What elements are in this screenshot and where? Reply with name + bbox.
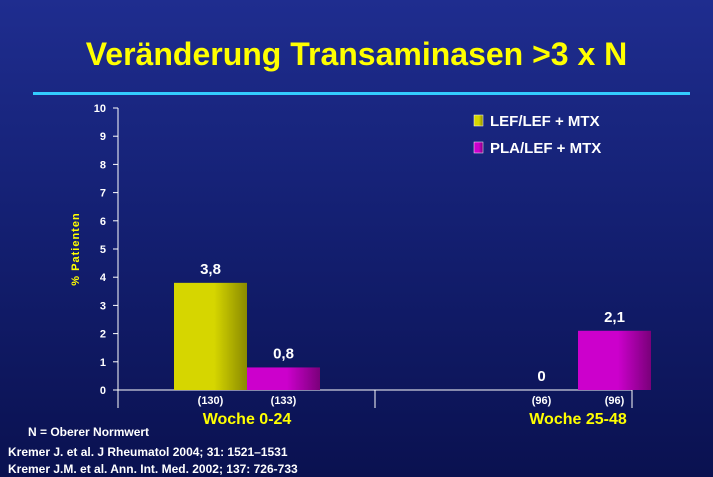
bar-value-label: 2,1 [604,309,625,326]
title-underline [33,92,690,95]
reference-1: Kremer J. et al. J Rheumatol 2004; 31: 1… [8,445,288,459]
bar-value-label: 0 [537,368,545,385]
bar-n-label: (133) [271,395,297,407]
y-tick-label: 7 [100,188,106,200]
y-tick-label: 10 [94,103,106,115]
y-tick-label: 6 [100,216,106,228]
bar-value-label: 3,8 [200,261,221,278]
bar-pla-lef-mtx [578,330,651,390]
legend-swatch [473,141,484,154]
y-tick-label: 5 [100,244,106,256]
bar-value-label: 0,8 [273,345,294,362]
legend-label: LEF/LEF + MTX [490,113,600,130]
y-axis-title: % Patienten [70,212,82,285]
y-tick-label: 3 [100,300,106,312]
bar-n-label: (96) [605,395,625,407]
footnote: N = Oberer Normwert [28,425,150,439]
y-tick-label: 4 [100,272,107,284]
y-tick-label: 8 [100,159,106,171]
y-tick-label: 1 [100,357,106,369]
chart-title: Veränderung Transaminasen >3 x N [85,36,628,72]
x-category-label: Woche 0-24 [203,411,292,428]
reference-2: Kremer J.M. et al. Ann. Int. Med. 2002; … [8,462,298,476]
legend-swatch [473,114,484,127]
y-tick-label: 2 [100,329,106,341]
y-tick-label: 9 [100,131,106,143]
bar-lef-lef-mtx [174,282,247,390]
bar-n-label: (96) [532,395,552,407]
x-category-label: Woche 25-48 [529,411,627,428]
legend-label: PLA/LEF + MTX [490,140,601,157]
bar-n-label: (130) [198,395,224,407]
bar-pla-lef-mtx [247,367,320,390]
y-tick-label: 0 [100,385,106,397]
